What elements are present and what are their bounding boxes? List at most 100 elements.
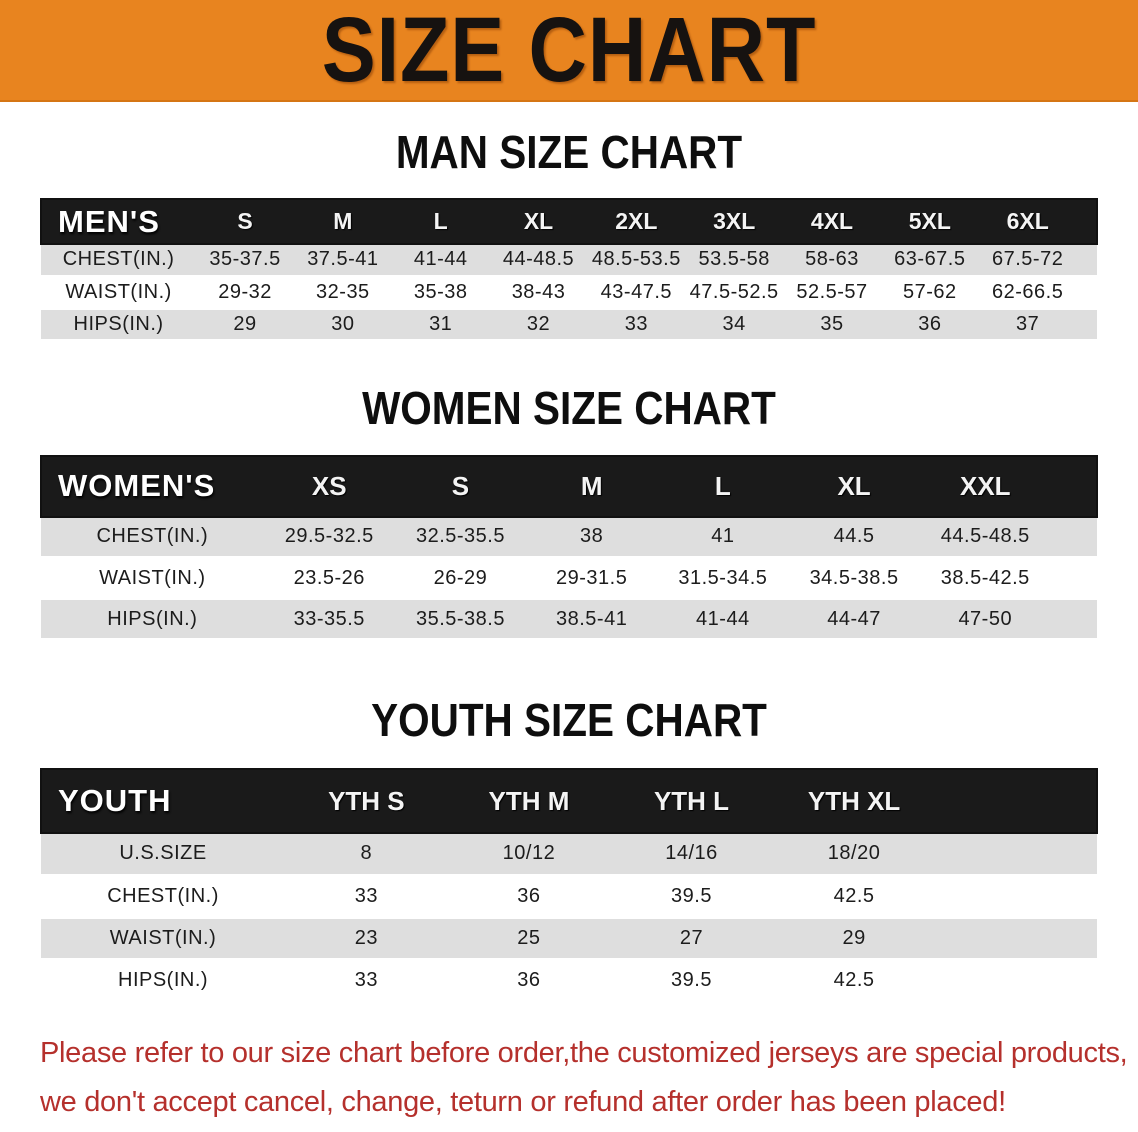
measurement-value: 44.5 — [833, 525, 875, 548]
measurement-value: 33-35.5 — [293, 607, 365, 630]
measurement-value: 53.5-58 — [698, 248, 770, 271]
measurement-label: WAIST(IN.) — [99, 566, 206, 589]
measurement-label: CHEST(IN.) — [96, 525, 209, 548]
measurement-value: 33 — [354, 884, 378, 907]
measurement-value: 37.5-41 — [307, 248, 379, 271]
measurement-value: 25 — [517, 926, 541, 949]
spacer-cell — [935, 917, 1097, 959]
spacer-cell — [1051, 456, 1097, 517]
size-column-header: M — [333, 208, 353, 234]
measurement-row: WAIST(IN.) 29-32 32-35 35-38 38-43 43-47.5 47.… — [41, 276, 1097, 308]
spacer-cell — [1077, 308, 1097, 340]
measurement-value: 23 — [354, 926, 378, 949]
section-men: MAN SIZE CHART MEN'S S M L XL 2XL 3XL 4XL 5XL 6XL… — [0, 129, 1138, 342]
size-column-header: YTH M — [488, 785, 570, 816]
measurement-value: 23.5-26 — [293, 566, 365, 589]
measurement-value: 52.5-57 — [796, 280, 868, 303]
measurement-value: 58-63 — [805, 248, 859, 271]
spacer-cell — [1051, 599, 1097, 640]
measurement-value: 36 — [918, 312, 942, 335]
spacer-cell — [1077, 276, 1097, 308]
banner: SIZE CHART — [0, 0, 1138, 102]
measurement-value: 42.5 — [833, 884, 875, 907]
measurement-value: 39.5 — [671, 884, 712, 907]
disclaimer-line-2: we don't accept cancel, change, teturn o… — [40, 1085, 1006, 1118]
spacer-cell — [935, 833, 1097, 875]
size-column-header: 3XL — [713, 208, 756, 234]
measurement-value: 26-29 — [433, 566, 488, 589]
youth-section-heading: YOUTH SIZE CHART — [371, 694, 767, 746]
measurement-value: 35 — [820, 312, 844, 335]
women-section-heading: WOMEN SIZE CHART — [362, 381, 776, 434]
measurement-row: CHEST(IN.) 35-37.5 37.5-41 41-44 44-48.5 48.5… — [41, 244, 1097, 276]
measurement-value: 47.5-52.5 — [689, 280, 779, 303]
measurement-value: 38 — [580, 525, 604, 548]
measurement-label: CHEST(IN.) — [62, 248, 175, 271]
table-header-row: WOMEN'S XS S M L XL XXL — [41, 455, 1097, 517]
size-column-header: S — [451, 470, 470, 501]
measurement-value: 42.5 — [833, 968, 875, 991]
table-group-label: MEN'S — [58, 203, 160, 239]
measurement-value: 35.5-38.5 — [415, 607, 505, 630]
measurement-label: U.S.SIZE — [119, 842, 207, 865]
measurement-value: 34.5-38.5 — [809, 566, 899, 589]
measurement-value: 32-35 — [316, 280, 370, 303]
measurement-value: 67.5-72 — [991, 248, 1064, 271]
measurement-value: 43-47.5 — [600, 280, 673, 303]
measurement-value: 18/20 — [827, 842, 881, 865]
measurement-value: 38-43 — [511, 280, 566, 303]
measurement-label: CHEST(IN.) — [107, 884, 219, 907]
measurement-label: HIPS(IN.) — [73, 312, 164, 335]
measurement-value: 44.5-48.5 — [940, 525, 1030, 548]
measurement-row: HIPS(IN.) 33 36 39.5 42.5 — [41, 959, 1097, 1001]
measurement-value: 31.5-34.5 — [678, 566, 768, 589]
measurement-value: 41 — [711, 525, 735, 548]
size-column-header: 4XL — [810, 208, 854, 234]
measurement-row: CHEST(IN.) 33 36 39.5 42.5 — [41, 875, 1097, 917]
measurement-value: 35-38 — [413, 280, 468, 303]
table-header-row: YOUTH YTH S YTH M YTH L YTH XL — [41, 769, 1097, 833]
measurement-value: 57-62 — [903, 280, 957, 303]
measurement-row: WAIST(IN.) 23 25 27 29 — [41, 917, 1097, 959]
measurement-value: 10/12 — [502, 842, 556, 865]
measurement-label: WAIST(IN.) — [65, 280, 172, 303]
size-column-header: YTH L — [653, 785, 730, 816]
measurement-value: 8 — [360, 842, 373, 865]
measurement-value: 33 — [354, 968, 378, 991]
measurement-value: 31 — [429, 312, 453, 335]
measurement-row: HIPS(IN.) 29 30 31 32 33 34 35 36 37 — [41, 308, 1097, 340]
measurement-value: 36 — [517, 968, 541, 991]
measurement-value: 30 — [331, 312, 355, 335]
size-column-header: 2XL — [615, 208, 658, 234]
size-column-header: L — [433, 208, 448, 234]
size-column-header: XXL — [959, 470, 1011, 501]
measurement-value: 63-67.5 — [894, 248, 966, 271]
measurement-value: 48.5-53.5 — [591, 248, 681, 271]
spacer-cell — [1077, 199, 1097, 244]
measurement-label: WAIST(IN.) — [109, 926, 217, 949]
measurement-value: 44-48.5 — [502, 248, 575, 271]
spacer-cell — [1051, 517, 1097, 558]
men-section-heading: MAN SIZE CHART — [395, 126, 743, 178]
measurement-value: 29 — [233, 312, 257, 335]
table-header-row: MEN'S S M L XL 2XL 3XL 4XL 5XL 6XL — [41, 199, 1097, 244]
section-youth: YOUTH SIZE CHART YOUTH YTH S YTH M YTH L YTH… — [0, 697, 1138, 1003]
measurement-row: WAIST(IN.) 23.5-26 26-29 29-31.5 31.5-34.5 34… — [41, 557, 1097, 599]
measurement-row: U.S.SIZE 8 10/12 14/16 18/20 — [41, 833, 1097, 875]
spacer-cell — [1051, 558, 1097, 599]
spacer-cell — [935, 769, 1097, 833]
measurement-row: CHEST(IN.) 29.5-32.5 32.5-35.5 38 41 44.5 44.5… — [41, 516, 1097, 558]
measurement-value: 32.5-35.5 — [415, 525, 505, 548]
size-column-header: 5XL — [908, 208, 951, 234]
spacer-cell — [935, 875, 1097, 917]
size-column-header: YTH XL — [807, 785, 901, 816]
spacer-cell — [1077, 244, 1097, 276]
size-column-header: M — [580, 470, 603, 501]
page-title: SIZE CHART — [321, 0, 817, 101]
measurement-value: 32 — [526, 312, 551, 335]
disclaimer: Please refer to our size chart before or… — [0, 1029, 1138, 1127]
measurement-value: 38.5-41 — [555, 607, 628, 630]
size-column-header: YTH S — [328, 785, 405, 816]
measurement-value: 27 — [679, 926, 704, 949]
measurement-value: 41-44 — [696, 607, 750, 630]
